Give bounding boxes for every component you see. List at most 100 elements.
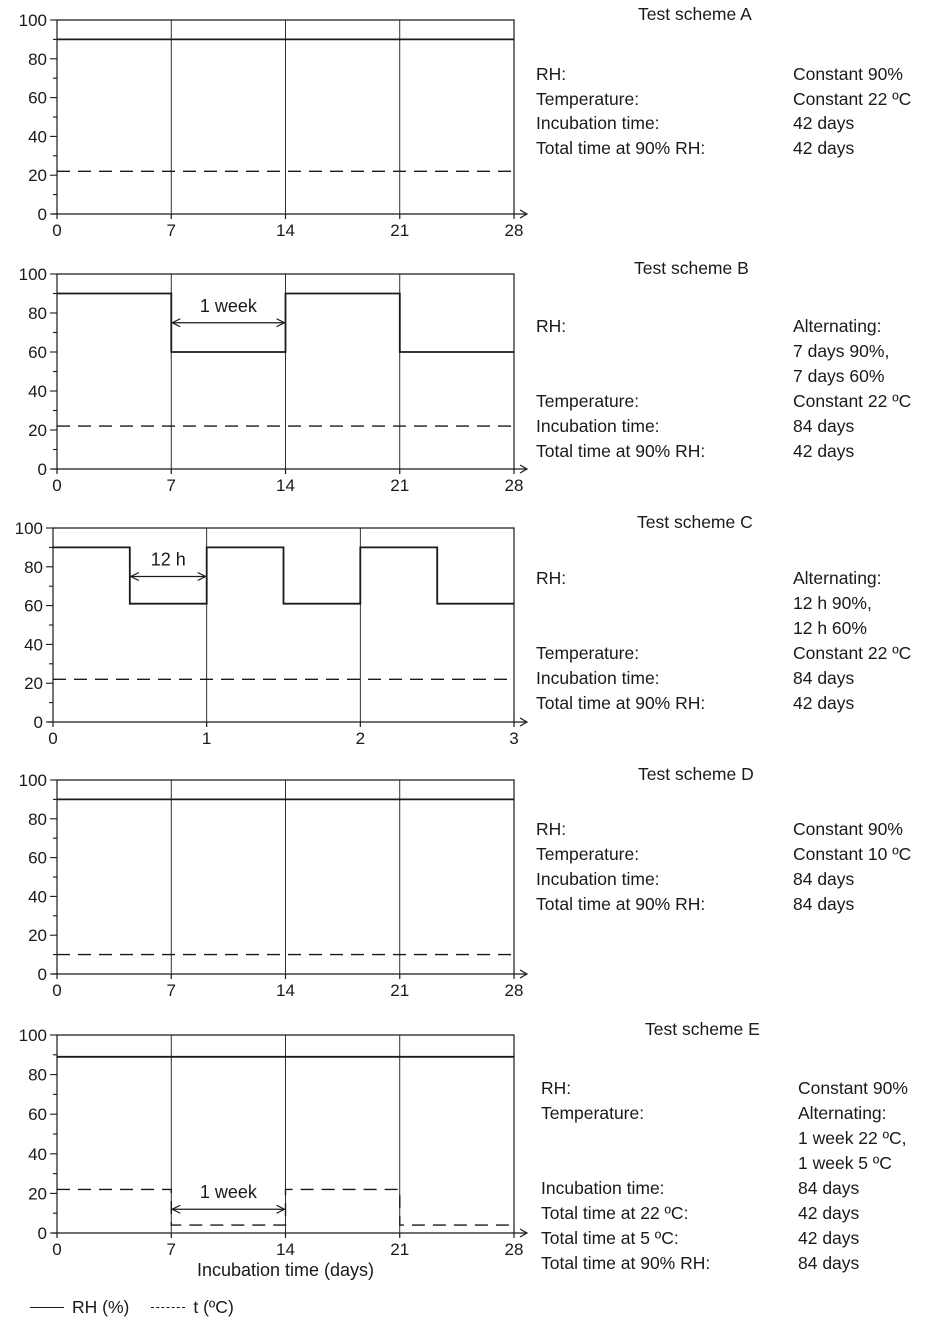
y-tick-label: 60 <box>28 1105 47 1124</box>
legend-swatch-solid <box>30 1307 64 1308</box>
info-value: Constant 22 ºC <box>793 389 911 414</box>
y-tick-label: 0 <box>34 713 43 732</box>
info-key: Total time at 90% RH: <box>541 1251 798 1276</box>
x-tick-label: 0 <box>48 729 57 748</box>
info-value: 42 days <box>798 1226 859 1251</box>
info-row: Total time at 5 ºC: 42 days <box>541 1226 908 1251</box>
y-tick-label: 80 <box>28 1066 47 1085</box>
info-key: Total time at 22 ºC: <box>541 1201 798 1226</box>
info-value: Constant 90% <box>793 62 903 87</box>
x-tick-label: 7 <box>167 221 176 240</box>
y-tick-label: 0 <box>38 460 47 479</box>
y-tick-label: 80 <box>24 558 43 577</box>
x-tick-label: 2 <box>356 729 365 748</box>
legend-label-rh: RH (%) <box>72 1297 129 1318</box>
y-tick-label: 20 <box>28 166 47 185</box>
scheme-info-e: RH: Constant 90% Temperature: Alternating: … <box>541 1076 908 1276</box>
x-tick-label: 28 <box>505 1240 524 1259</box>
y-tick-label: 40 <box>28 1145 47 1164</box>
info-key: Temperature: <box>536 87 793 112</box>
y-tick-label: 100 <box>19 11 47 30</box>
x-tick-label: 14 <box>276 981 295 1000</box>
annotation-label: 1 week <box>200 1182 258 1202</box>
info-key: RH: <box>536 62 793 87</box>
info-key: RH: <box>536 566 793 641</box>
annotation-label: 12 h <box>151 550 186 570</box>
scheme-info-c: RH: Alternating: 12 h 90%, 12 h 60% Temper… <box>536 566 911 716</box>
rh-series-line <box>53 547 514 603</box>
info-key: Temperature: <box>541 1101 798 1176</box>
x-tick-label: 14 <box>276 1240 295 1259</box>
scheme-info-d: RH: Constant 90% Temperature: Constant 10 º… <box>536 817 911 917</box>
x-tick-label: 0 <box>52 476 61 495</box>
x-tick-label: 0 <box>52 221 61 240</box>
annotation-label: 1 week <box>200 296 258 316</box>
info-row: RH: Constant 90% <box>536 62 911 87</box>
info-key: RH: <box>536 817 793 842</box>
info-value: 84 days <box>798 1251 859 1276</box>
x-tick-label: 28 <box>505 981 524 1000</box>
chart-panel-a: 0 7 14 21 28 0 20 40 60 80 100 <box>19 11 527 240</box>
info-row: Incubation time: 42 days <box>536 111 911 136</box>
x-tick-label: 0 <box>52 1240 61 1259</box>
x-tick-label: 21 <box>390 476 409 495</box>
info-row: Incubation time: 84 days <box>536 867 911 892</box>
info-key: Total time at 90% RH: <box>536 439 793 464</box>
y-tick-label: 60 <box>28 343 47 362</box>
info-value: 84 days <box>793 414 854 439</box>
info-row: RH: Constant 90% <box>536 817 911 842</box>
info-value: Alternating: 7 days 90%, 7 days 60% <box>793 314 889 389</box>
info-row: Total time at 90% RH: 42 days <box>536 691 911 716</box>
x-tick-label: 7 <box>167 476 176 495</box>
x-tick-label: 28 <box>505 476 524 495</box>
info-value: 84 days <box>793 892 854 917</box>
y-tick-label: 60 <box>28 849 47 868</box>
chart-panel-c: 0 1 2 3 0 20 40 60 80 100 12 h <box>15 519 527 748</box>
info-key: Temperature: <box>536 641 793 666</box>
info-key: RH: <box>536 314 793 389</box>
info-value: Constant 10 ºC <box>793 842 911 867</box>
legend-label-temperature: t (ºC) <box>193 1297 233 1318</box>
legend: RH (%) t (ºC) <box>30 1297 234 1318</box>
info-row: Total time at 90% RH: 84 days <box>536 892 911 917</box>
scheme-title-a: Test scheme A <box>638 4 752 25</box>
x-tick-label: 21 <box>390 1240 409 1259</box>
info-row: Total time at 90% RH: 42 days <box>536 439 911 464</box>
info-key: Total time at 5 ºC: <box>541 1226 798 1251</box>
info-key: Total time at 90% RH: <box>536 691 793 716</box>
info-row: Incubation time: 84 days <box>536 666 911 691</box>
y-tick-label: 100 <box>15 519 43 538</box>
y-tick-label: 20 <box>28 926 47 945</box>
info-value: 42 days <box>793 691 854 716</box>
chart-panel-b: 0 7 14 21 28 0 20 40 60 80 100 1 week <box>19 265 527 495</box>
info-value: Constant 22 ºC <box>793 87 911 112</box>
x-tick-label: 7 <box>167 1240 176 1259</box>
info-row: Incubation time: 84 days <box>541 1176 908 1201</box>
scheme-title-b: Test scheme B <box>634 258 749 279</box>
legend-swatch-dashed <box>151 1307 185 1308</box>
info-row: Temperature: Constant 22 ºC <box>536 641 911 666</box>
scheme-title-c: Test scheme C <box>637 512 753 533</box>
info-row: Temperature: Constant 10 ºC <box>536 842 911 867</box>
y-tick-label: 40 <box>28 887 47 906</box>
x-tick-label: 21 <box>390 221 409 240</box>
info-value: 84 days <box>798 1176 859 1201</box>
y-tick-label: 20 <box>28 421 47 440</box>
legend-item-rh: RH (%) <box>30 1297 129 1318</box>
y-tick-label: 40 <box>28 382 47 401</box>
y-tick-label: 100 <box>19 1026 47 1045</box>
y-tick-label: 20 <box>28 1184 47 1203</box>
y-tick-label: 80 <box>28 304 47 323</box>
info-key: Total time at 90% RH: <box>536 136 793 161</box>
info-value: 42 days <box>793 111 854 136</box>
x-tick-label: 7 <box>167 981 176 1000</box>
info-key: Temperature: <box>536 842 793 867</box>
info-key: Incubation time: <box>536 111 793 136</box>
chart-panel-d: 0 7 14 21 28 0 20 40 60 80 100 <box>19 771 527 1000</box>
info-value: 42 days <box>798 1201 859 1226</box>
x-tick-label: 0 <box>52 981 61 1000</box>
y-tick-label: 100 <box>19 265 47 284</box>
info-key: Total time at 90% RH: <box>536 892 793 917</box>
y-tick-label: 80 <box>28 50 47 69</box>
info-row: Temperature: Constant 22 ºC <box>536 87 911 112</box>
